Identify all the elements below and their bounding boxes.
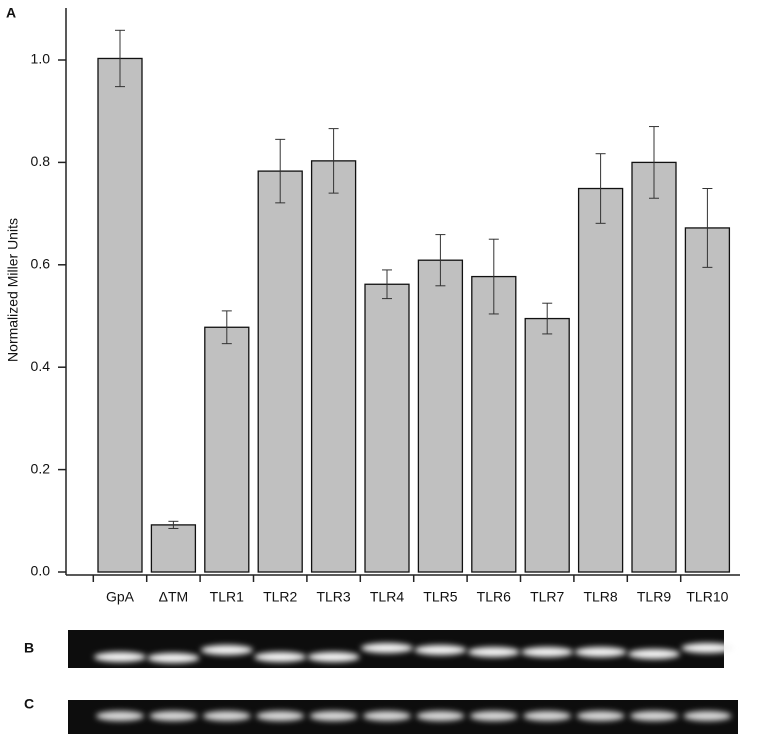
bar bbox=[310, 160, 357, 573]
error-bar bbox=[542, 302, 553, 335]
blot-band bbox=[467, 647, 520, 657]
error-bar bbox=[595, 153, 606, 224]
panel-label: C bbox=[24, 696, 34, 712]
y-tick-label: 0.2 bbox=[31, 460, 51, 476]
blot-band bbox=[202, 711, 251, 721]
blot-band bbox=[681, 643, 734, 653]
blot-band bbox=[363, 711, 411, 721]
western-blot-c bbox=[68, 700, 738, 734]
x-tick-label: TLR3 bbox=[316, 589, 350, 605]
blot-band bbox=[94, 652, 146, 662]
blot-band bbox=[149, 711, 198, 721]
blot-band bbox=[96, 711, 144, 721]
bar bbox=[417, 259, 464, 573]
x-tick-label: ΔTM bbox=[159, 589, 189, 605]
blot-band bbox=[256, 711, 305, 721]
error-bar bbox=[115, 29, 125, 88]
blot-band bbox=[414, 645, 467, 655]
bar bbox=[684, 227, 731, 573]
error-bar bbox=[221, 310, 232, 345]
y-tick-label: 0.0 bbox=[31, 563, 51, 579]
error-bar bbox=[328, 128, 339, 194]
bar bbox=[524, 317, 570, 573]
bar bbox=[631, 161, 677, 573]
panel-label: B bbox=[24, 640, 34, 656]
y-tick-label: 0.8 bbox=[31, 153, 51, 169]
blot-band bbox=[521, 647, 574, 657]
blot-band bbox=[254, 652, 307, 662]
bar bbox=[204, 326, 250, 573]
x-tick-label: GpA bbox=[106, 589, 135, 605]
y-tick-label: 1.0 bbox=[31, 51, 51, 67]
x-tick-label: TLR9 bbox=[637, 589, 671, 605]
bar bbox=[150, 524, 197, 573]
x-tick-label: TLR8 bbox=[583, 589, 617, 605]
bar bbox=[471, 275, 517, 573]
blot-band bbox=[361, 643, 413, 653]
panel-label: A bbox=[6, 5, 16, 21]
x-tick-label: TLR5 bbox=[423, 589, 457, 605]
error-bar bbox=[435, 234, 446, 287]
error-bar bbox=[382, 269, 392, 300]
blot-band bbox=[576, 711, 625, 721]
y-axis-label: Normalized Miller Units bbox=[5, 218, 21, 362]
blot-band bbox=[469, 711, 518, 721]
x-tick-label: TLR1 bbox=[210, 589, 244, 605]
bar bbox=[364, 283, 410, 573]
x-tick-label: TLR2 bbox=[263, 589, 297, 605]
blot-band bbox=[574, 647, 627, 657]
x-tick-label: TLR10 bbox=[686, 589, 728, 605]
error-bar bbox=[649, 126, 659, 199]
blot-band bbox=[683, 711, 732, 721]
blot-band bbox=[416, 711, 465, 721]
blot-band bbox=[200, 645, 253, 655]
bar bbox=[257, 170, 303, 573]
bar bbox=[97, 57, 143, 573]
blot-band bbox=[628, 649, 680, 659]
blot-band bbox=[523, 711, 572, 721]
blot-band bbox=[147, 653, 200, 663]
western-blot-b bbox=[68, 630, 734, 668]
error-bar bbox=[488, 238, 499, 315]
y-tick-label: 0.6 bbox=[31, 256, 51, 272]
y-tick-label: 0.4 bbox=[31, 358, 51, 374]
error-bar bbox=[168, 520, 179, 529]
error-bar bbox=[702, 188, 713, 268]
error-bar bbox=[275, 138, 286, 204]
x-tick-label: TLR4 bbox=[370, 589, 404, 605]
blot-band bbox=[309, 711, 358, 721]
x-tick-label: TLR7 bbox=[530, 589, 564, 605]
blot-band bbox=[630, 711, 678, 721]
bar bbox=[577, 187, 624, 573]
x-tick-label: TLR6 bbox=[477, 589, 511, 605]
blot-band bbox=[307, 652, 360, 662]
